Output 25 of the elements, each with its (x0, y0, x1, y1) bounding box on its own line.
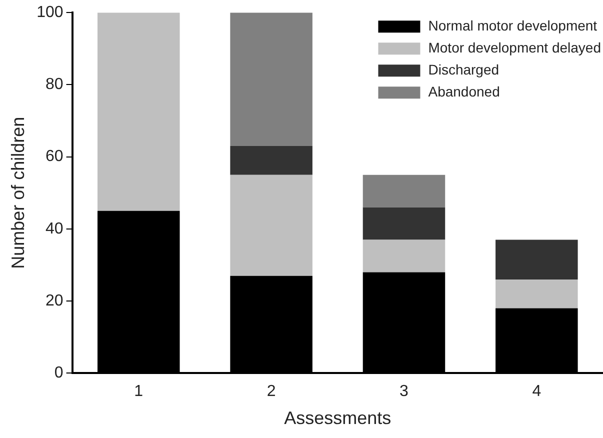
y-axis-title: Number of children (8, 116, 28, 269)
x-tick-label: 2 (266, 383, 276, 400)
y-tick-label: 20 (46, 292, 64, 310)
bar (362, 240, 446, 272)
y-tick-label: 100 (36, 4, 64, 22)
y-tick-label: 0 (54, 364, 64, 382)
y-tick-label: 40 (46, 220, 64, 238)
y-tick-label: 60 (46, 148, 64, 166)
bar (496, 279, 578, 308)
legend-label: Abandoned (428, 83, 500, 100)
bar (230, 174, 312, 276)
legend-label: Normal motor development (428, 17, 598, 34)
y-tick-label: 80 (46, 76, 64, 94)
x-tick-label: 4 (532, 383, 542, 400)
bar (496, 240, 578, 280)
x-tick-label: 3 (400, 383, 409, 400)
x-axis-title: Assessments (284, 408, 392, 428)
bar (98, 12, 180, 211)
x-tick-label: 1 (134, 383, 144, 400)
bar (230, 146, 312, 175)
bar (362, 207, 446, 240)
bar (230, 12, 312, 146)
bar (362, 174, 446, 208)
legend-label: Motor development delayed (428, 39, 602, 56)
legend-label: Discharged (428, 61, 500, 78)
